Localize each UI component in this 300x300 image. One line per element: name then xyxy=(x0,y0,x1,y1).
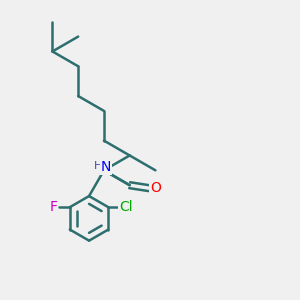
Text: O: O xyxy=(150,181,161,195)
Text: F: F xyxy=(50,200,57,214)
Text: N: N xyxy=(101,160,112,174)
Text: Cl: Cl xyxy=(119,200,132,214)
Text: H: H xyxy=(94,161,102,171)
